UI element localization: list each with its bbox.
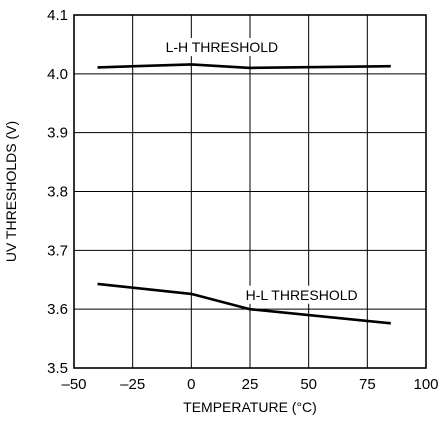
y-tick-label: 4.1	[47, 7, 68, 24]
y-tick-label: 3.9	[47, 125, 68, 142]
x-axis-label: TEMPERATURE (°C)	[183, 399, 317, 415]
x-tick-label: 0	[187, 376, 195, 393]
x-tick-label: –50	[61, 376, 86, 393]
annotations: L-H THRESHOLD H-L THRESHOLD	[159, 38, 365, 304]
x-tick-labels: –50 –25 0 25 50 75 100	[61, 376, 438, 393]
series-line-l-h-threshold	[97, 63, 391, 70]
y-tick-label: 3.7	[47, 242, 68, 259]
y-axis-label: UV THRESHOLDS (V)	[3, 121, 19, 262]
plot-frame	[73, 14, 427, 369]
annotation-background	[159, 38, 285, 57]
x-tick-label: 25	[242, 376, 259, 393]
y-tick-label: 4.0	[47, 66, 68, 83]
y-tick-label: 3.8	[47, 184, 68, 201]
x-tick-label: 50	[300, 376, 317, 393]
x-tick-label: –25	[120, 376, 145, 393]
annotation-label: H-L THRESHOLD	[246, 287, 358, 303]
y-tick-label: 3.5	[47, 360, 68, 377]
series-layer	[97, 63, 391, 325]
x-tick-label: 75	[359, 376, 376, 393]
y-tick-label: 3.6	[47, 301, 68, 318]
annotation-background	[238, 285, 365, 304]
annotation-label: L-H THRESHOLD	[166, 39, 279, 55]
series-line-h-l-threshold	[97, 282, 391, 325]
y-tick-labels: 3.5 3.6 3.7 3.8 3.9 4.0 4.1	[47, 7, 68, 377]
x-tick-label: 100	[413, 376, 438, 393]
